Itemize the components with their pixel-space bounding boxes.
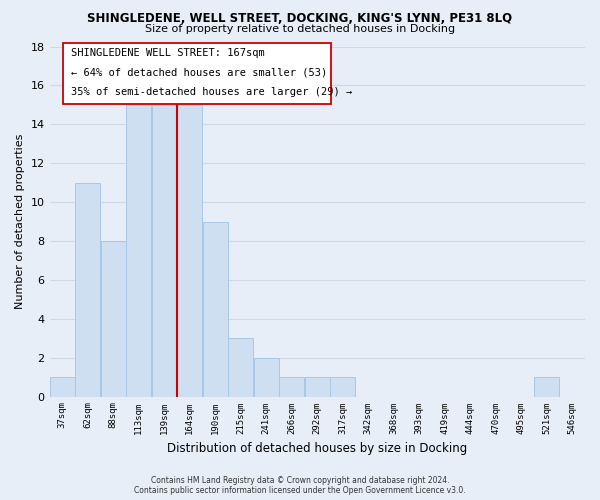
Bar [331, 377, 355, 396]
FancyBboxPatch shape [63, 43, 331, 104]
Text: Size of property relative to detached houses in Docking: Size of property relative to detached ho… [145, 24, 455, 34]
X-axis label: Distribution of detached houses by size in Docking: Distribution of detached houses by size … [167, 442, 467, 455]
Bar [280, 377, 304, 396]
Bar [203, 222, 227, 396]
Bar [178, 105, 202, 397]
Bar [229, 338, 253, 396]
Text: Contains HM Land Registry data © Crown copyright and database right 2024.
Contai: Contains HM Land Registry data © Crown c… [134, 476, 466, 495]
Text: ← 64% of detached houses are smaller (53): ← 64% of detached houses are smaller (53… [71, 68, 327, 78]
Text: SHINGLEDENE WELL STREET: 167sqm: SHINGLEDENE WELL STREET: 167sqm [71, 48, 265, 58]
Y-axis label: Number of detached properties: Number of detached properties [15, 134, 25, 309]
Bar [101, 241, 125, 396]
Bar [50, 377, 74, 396]
Bar [535, 377, 559, 396]
Bar [254, 358, 278, 397]
Bar [305, 377, 329, 396]
Bar [127, 105, 151, 397]
Text: 35% of semi-detached houses are larger (29) →: 35% of semi-detached houses are larger (… [71, 87, 352, 97]
Bar [76, 182, 100, 396]
Text: SHINGLEDENE, WELL STREET, DOCKING, KING'S LYNN, PE31 8LQ: SHINGLEDENE, WELL STREET, DOCKING, KING'… [88, 12, 512, 26]
Bar [152, 105, 176, 397]
